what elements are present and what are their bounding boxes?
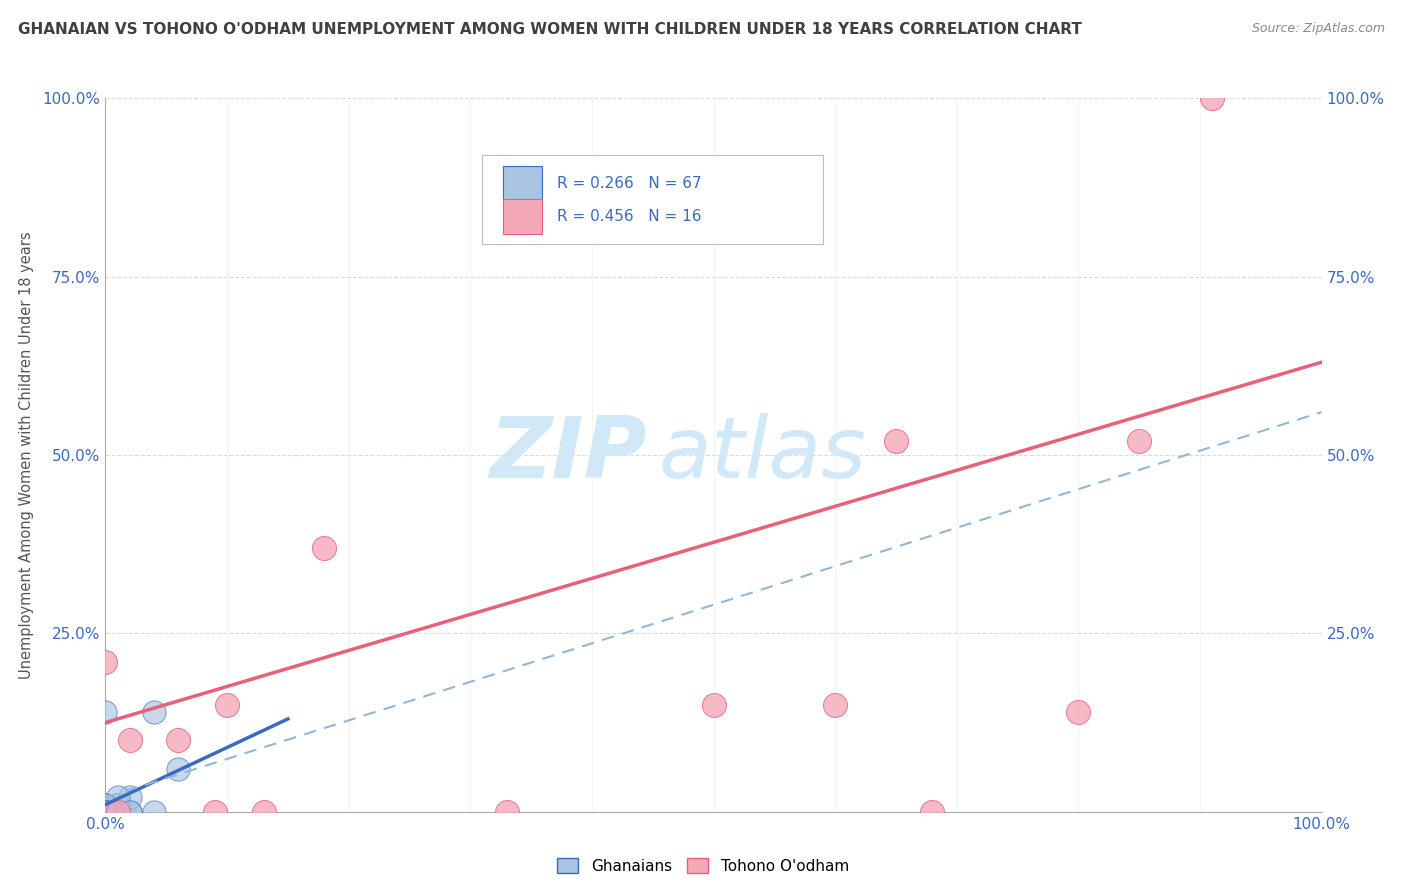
Point [94,797,117,812]
Text: atlas: atlas [659,413,868,497]
Point [94,801,117,815]
Point [94,805,117,819]
Point [217,698,239,712]
Point [167,762,190,776]
Point [94,805,117,819]
Point [100,805,122,819]
Point [94,805,117,819]
Point [94,805,117,819]
Point [1201,91,1223,105]
Point [314,541,336,555]
Point [94,805,117,819]
Point [884,434,907,448]
Point [94,655,117,669]
Point [94,805,117,819]
Point [100,805,122,819]
Point [94,805,117,819]
Point [94,805,117,819]
Point [94,805,117,819]
Point [107,805,129,819]
Point [94,805,117,819]
Point [94,805,117,819]
Point [94,805,117,819]
Point [94,805,117,819]
Point [94,801,117,815]
Point [100,805,122,819]
Point [94,805,117,819]
Point [94,805,117,819]
Point [94,805,117,819]
Point [94,805,117,819]
Point [94,705,117,719]
Point [94,805,117,819]
Point [94,801,117,815]
Point [94,805,117,819]
Point [1128,434,1150,448]
Point [94,805,117,819]
Point [107,797,129,812]
Point [100,805,122,819]
Text: R = 0.456   N = 16: R = 0.456 N = 16 [557,209,702,224]
Point [94,805,117,819]
Point [107,805,129,819]
Point [702,698,725,712]
Point [824,698,846,712]
Point [100,805,122,819]
Point [94,805,117,819]
Point [495,805,517,819]
FancyBboxPatch shape [503,166,543,200]
Point [107,805,129,819]
Point [143,805,166,819]
Point [921,805,943,819]
FancyBboxPatch shape [503,200,543,234]
Point [94,801,117,815]
Point [94,805,117,819]
Point [100,805,122,819]
Point [94,805,117,819]
Point [94,805,117,819]
Point [94,805,117,819]
Point [94,805,117,819]
Point [94,805,117,819]
Text: R = 0.266   N = 67: R = 0.266 N = 67 [557,176,702,191]
Point [94,805,117,819]
Point [100,805,122,819]
Point [100,805,122,819]
Point [100,805,122,819]
Text: GHANAIAN VS TOHONO O'ODHAM UNEMPLOYMENT AMONG WOMEN WITH CHILDREN UNDER 18 YEARS: GHANAIAN VS TOHONO O'ODHAM UNEMPLOYMENT … [18,22,1083,37]
Point [94,805,117,819]
Point [118,790,141,805]
Point [94,805,117,819]
Point [118,805,141,819]
Point [94,805,117,819]
Point [94,805,117,819]
Y-axis label: Unemployment Among Women with Children Under 18 years: Unemployment Among Women with Children U… [20,231,34,679]
Point [118,733,141,747]
Point [94,805,117,819]
Point [94,797,117,812]
Point [94,805,117,819]
Point [167,733,190,747]
Point [1067,705,1090,719]
Legend: Ghanaians, Tohono O'odham: Ghanaians, Tohono O'odham [551,852,855,880]
Point [107,790,129,805]
Point [100,805,122,819]
Point [107,805,129,819]
Point [118,805,141,819]
Text: Source: ZipAtlas.com: Source: ZipAtlas.com [1251,22,1385,36]
Point [94,805,117,819]
Point [100,805,122,819]
Point [143,705,166,719]
FancyBboxPatch shape [482,155,823,244]
Point [112,805,135,819]
Point [204,805,226,819]
Text: ZIP: ZIP [489,413,647,497]
Point [94,805,117,819]
Point [252,805,274,819]
